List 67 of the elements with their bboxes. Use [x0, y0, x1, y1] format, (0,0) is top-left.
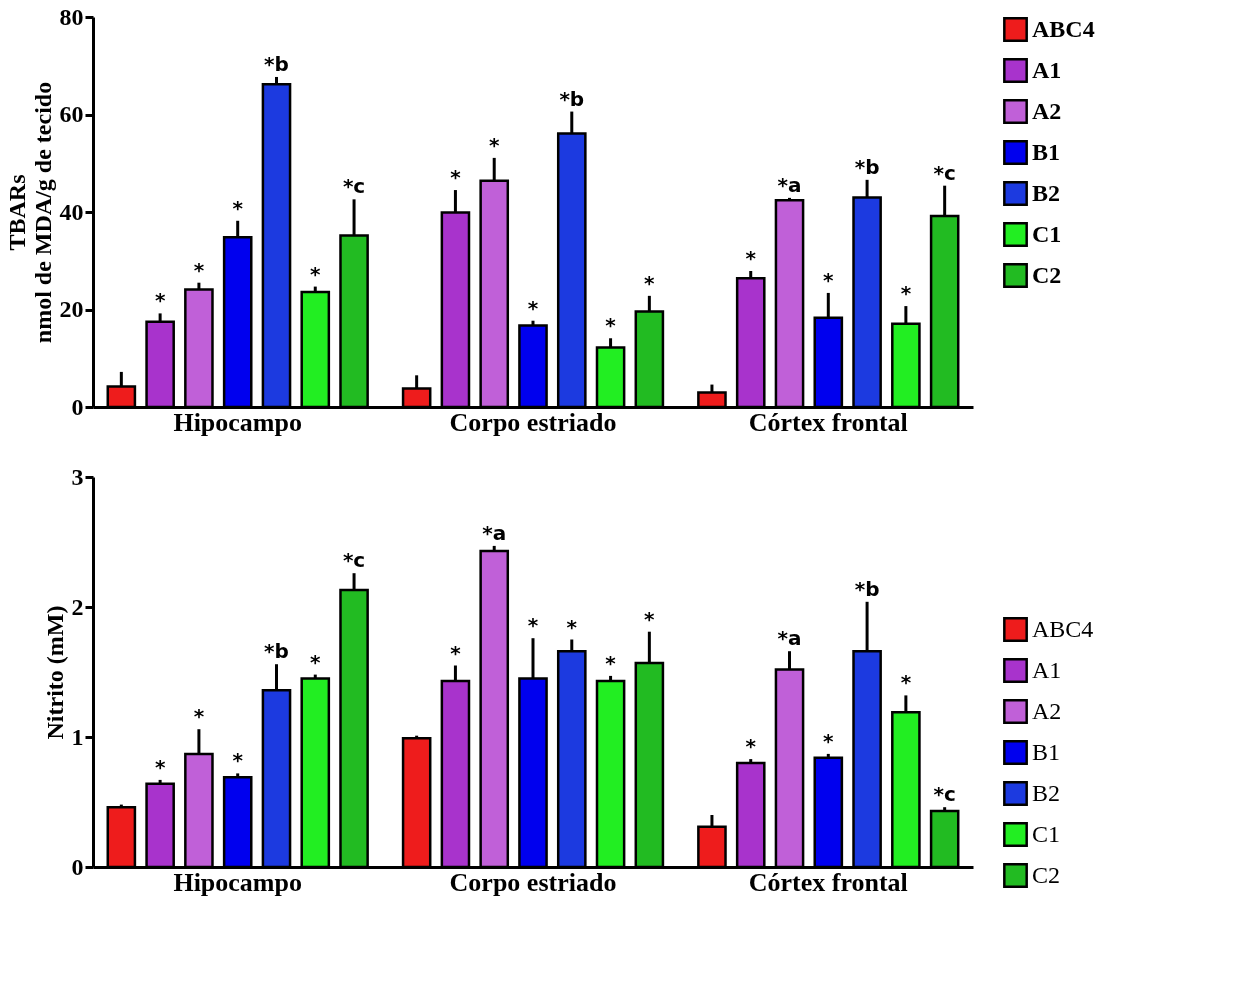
legend-label: B2: [1032, 779, 1061, 806]
legend-label: ABC4: [1032, 15, 1095, 42]
legend-label: C2: [1032, 861, 1061, 888]
y-tick-label: 80: [59, 3, 84, 30]
data-label: *b: [264, 51, 289, 76]
data-label: *: [310, 649, 322, 674]
data-label: *: [644, 270, 656, 295]
data-label: *: [823, 728, 835, 753]
legend-label: A2: [1032, 97, 1062, 124]
data-label: *a: [777, 172, 802, 197]
data-label: *: [193, 257, 205, 282]
y-axis-title: Nitrito (mM): [41, 605, 68, 740]
y-tick-label: 40: [59, 198, 84, 225]
data-label: *b: [264, 639, 289, 664]
data-label: *: [450, 640, 462, 665]
data-label: *: [450, 165, 462, 190]
x-tick-label: Hipocampo: [173, 407, 302, 437]
data-label: *c: [933, 160, 956, 185]
legend-label: A2: [1032, 697, 1062, 724]
data-label: *: [823, 267, 835, 292]
data-label: *: [605, 650, 617, 675]
x-tick-label: Córtex frontal: [748, 407, 908, 437]
data-label: *: [488, 132, 500, 157]
y-tick-label: 3: [71, 463, 84, 490]
y-tick-label: 0: [71, 393, 84, 420]
data-label: *: [310, 261, 322, 286]
data-label: *: [154, 288, 166, 313]
data-label: *c: [342, 548, 366, 573]
data-label: *: [644, 606, 656, 631]
legend-label: B2: [1032, 179, 1061, 206]
data-label: *: [900, 281, 912, 306]
data-label: *a: [482, 520, 507, 545]
y-tick-label: 20: [59, 296, 84, 322]
y-axis-title: TBARs nmol de MDA/g de tecido: [3, 81, 56, 344]
x-tick-label: Córtex frontal: [748, 867, 908, 897]
legend-label: C1: [1032, 820, 1061, 847]
data-label: *b: [559, 86, 585, 111]
data-label: *: [745, 245, 757, 270]
data-label: *: [527, 295, 539, 320]
data-label: *b: [854, 154, 880, 179]
legend-label: ABC4: [1032, 615, 1094, 642]
data-label: *: [232, 195, 244, 220]
data-label: *b: [854, 576, 880, 601]
data-label: *: [605, 313, 617, 338]
legend-label: B1: [1032, 738, 1061, 765]
x-tick-label: Corpo estriado: [449, 407, 617, 437]
legend-label: C2: [1032, 261, 1062, 288]
data-label: *: [900, 670, 912, 695]
data-label: *: [154, 754, 166, 779]
legend-label: A1: [1032, 56, 1062, 83]
y-tick-label: 60: [59, 101, 84, 127]
data-label: *: [527, 613, 539, 638]
data-label: *c: [342, 174, 366, 199]
y-tick-label: 2: [71, 593, 84, 620]
legend-label: B1: [1032, 138, 1061, 165]
data-label: *: [193, 704, 205, 729]
data-label: *a: [777, 626, 802, 651]
data-label: *: [745, 734, 757, 759]
x-tick-label: Hipocampo: [173, 867, 302, 897]
data-label: *: [232, 748, 244, 773]
legend-label: A1: [1032, 656, 1062, 683]
data-label: *c: [933, 782, 956, 807]
x-tick-label: Corpo estriado: [449, 867, 617, 897]
data-label: *: [566, 614, 578, 639]
y-tick-label: 0: [71, 853, 84, 880]
legend-label: C1: [1032, 220, 1062, 247]
y-tick-label: 1: [71, 723, 84, 750]
